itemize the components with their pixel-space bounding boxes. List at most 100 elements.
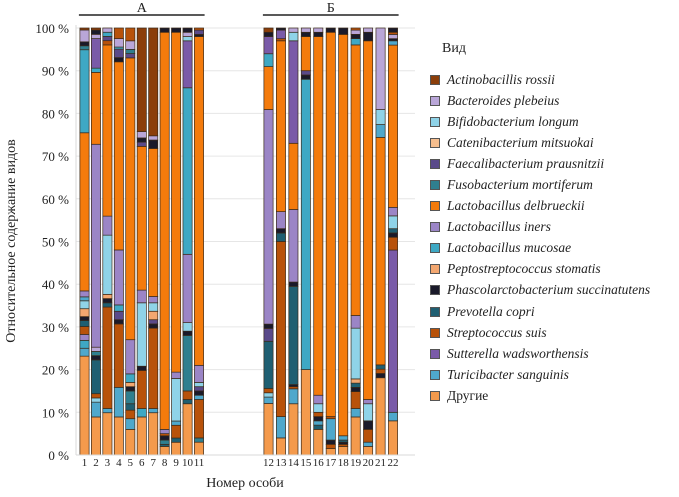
- bar-segment: [388, 27, 398, 33]
- legend-label: Lactobacillus delbrueckii: [447, 198, 585, 214]
- bar-segment: [388, 34, 398, 40]
- bar-segment: [113, 27, 124, 39]
- bar-segment: [182, 403, 193, 456]
- legend-label: Phascolarctobacterium succinatutens: [447, 282, 651, 298]
- bar-segment: [313, 429, 324, 456]
- bar-segment: [388, 228, 398, 234]
- bar-segment: [350, 27, 361, 31]
- legend-label: Bifidobacterium longum: [447, 113, 579, 129]
- y-tick-label: 50 %: [42, 235, 69, 250]
- bar-segment: [194, 390, 204, 396]
- bar-segment: [338, 27, 349, 35]
- bar-segment: [125, 403, 136, 411]
- bar-segment: [102, 215, 113, 236]
- bar-12: [263, 27, 274, 456]
- bar-segment: [375, 27, 386, 110]
- bar-16: [313, 27, 324, 456]
- bar-segment: [125, 53, 136, 59]
- bar-segment: [171, 31, 182, 373]
- legend-title: Вид: [442, 41, 466, 56]
- bar-segment: [350, 391, 361, 409]
- bar-segment: [350, 315, 361, 329]
- x-tick-label: 19: [350, 457, 362, 469]
- legend-swatch: [430, 180, 440, 191]
- bar-segment: [90, 27, 101, 31]
- bar-11: [194, 27, 204, 456]
- legend-swatch: [430, 306, 440, 317]
- bar-segment: [125, 48, 136, 54]
- bar-segment: [113, 57, 124, 63]
- bar-segment: [276, 228, 286, 234]
- bar-segment: [288, 27, 299, 33]
- bar-segment: [159, 439, 170, 445]
- bar-14: [288, 27, 299, 456]
- legend: Вид Actinobacillis rossii Bacteroides ple…: [430, 40, 679, 407]
- bar-segment: [363, 441, 374, 447]
- x-axis: 1 2 3 4 5 6 7 8 9 10 11 12 13 14 15 16 17 18 19 20 21 22: [82, 457, 399, 469]
- bar-segment: [288, 285, 299, 385]
- bar-segment: [136, 146, 147, 291]
- bar-segment: [375, 373, 386, 379]
- bar-segment: [350, 327, 361, 380]
- bar-segment: [171, 441, 182, 456]
- bar-segment: [363, 403, 374, 422]
- bar-segment: [263, 392, 274, 398]
- legend-swatch: [430, 369, 440, 380]
- bar-segment: [125, 27, 136, 42]
- bar-segment: [79, 27, 90, 31]
- bar-segment: [313, 27, 324, 33]
- bar-segment: [102, 40, 113, 46]
- bar-segment: [113, 48, 124, 58]
- legend-item: Другие: [430, 385, 679, 406]
- bar-segment: [300, 369, 311, 456]
- bar-segment: [171, 371, 182, 379]
- bar-segment: [194, 437, 204, 443]
- bar-segment: [276, 437, 286, 456]
- bar-8: [159, 27, 170, 456]
- legend-item: Faecalibacterium prausnitzii: [430, 153, 679, 174]
- bar-segment: [136, 137, 147, 143]
- bar-segment: [102, 408, 113, 414]
- bar-segment: [263, 403, 274, 456]
- group-label: Б: [327, 1, 335, 16]
- bar-segment: [300, 27, 311, 33]
- bar-segment: [113, 38, 124, 48]
- bar-segment: [194, 36, 204, 366]
- bar-segment: [113, 304, 124, 312]
- bar-13: [276, 27, 286, 456]
- bar-segment: [102, 36, 113, 42]
- x-tick-label: 21: [375, 457, 386, 469]
- bar-segment: [125, 373, 136, 383]
- bar-segment: [182, 253, 193, 323]
- y-tick-label: 10 %: [42, 405, 69, 420]
- x-axis-title: Номер особи: [206, 476, 284, 491]
- bar-segment: [148, 296, 159, 304]
- bar-segment: [375, 137, 386, 366]
- bar-segment: [182, 390, 193, 400]
- x-tick-label: 2: [93, 457, 99, 469]
- group-label: А: [137, 1, 148, 16]
- bar-segment: [338, 435, 349, 441]
- bar-segment: [182, 31, 193, 37]
- x-tick-label: 18: [338, 457, 350, 469]
- bar-segment: [182, 87, 193, 255]
- bar-segment: [388, 236, 398, 251]
- bar-segment: [313, 411, 324, 417]
- bar-segment: [276, 211, 286, 230]
- legend-swatch: [430, 222, 440, 233]
- bar-segment: [102, 302, 113, 308]
- bar-segment: [182, 27, 193, 33]
- bar-9: [171, 27, 182, 456]
- bar-21: [375, 27, 386, 456]
- bar-segment: [148, 408, 159, 414]
- bar-segment: [300, 36, 311, 72]
- x-tick-label: 13: [275, 457, 287, 469]
- y-tick-label: 20 %: [42, 363, 69, 378]
- legend-swatch: [430, 243, 440, 254]
- legend-item: Catenibacterium mitsuokai: [430, 132, 679, 153]
- bar-segment: [363, 40, 374, 400]
- bar-segment: [113, 416, 124, 456]
- bar-segment: [350, 378, 361, 384]
